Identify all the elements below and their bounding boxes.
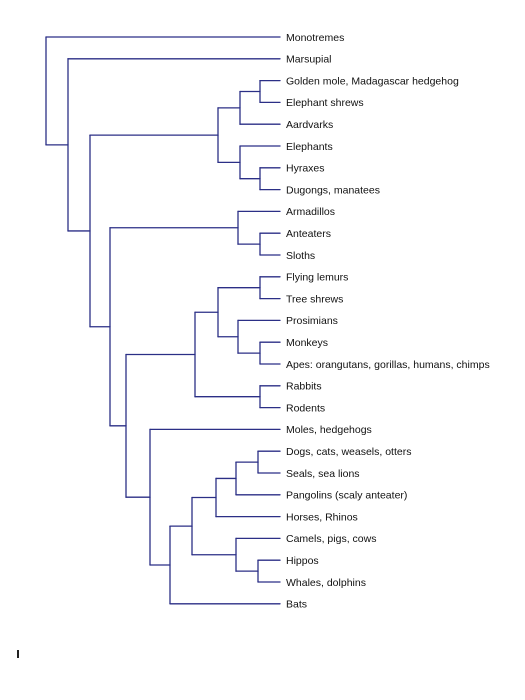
taxon-label-elephants: Elephants [286,141,333,153]
taxon-label-marsupial: Marsupial [286,54,332,66]
taxon-label-prosimians: Prosimians [286,315,338,327]
taxon-label-flying-lemurs: Flying lemurs [286,272,348,284]
taxon-label-pangolins: Pangolins (scaly anteater) [286,490,407,502]
taxon-label-apes: Apes: orangutans, gorillas, humans, chim… [286,359,490,371]
taxon-label-anteaters: Anteaters [286,228,331,240]
taxon-labels: Monotremes Marsupial Golden mole, Madagasc… [286,32,490,611]
taxon-label-elephant-shrews: Elephant shrews [286,97,364,109]
taxon-label-dugongs: Dugongs, manatees [286,184,380,196]
taxon-label-rodents: Rodents [286,402,325,414]
taxon-label-monotremes: Monotremes [286,32,344,44]
taxon-label-moles: Moles, hedgehogs [286,424,372,436]
taxon-label-bats: Bats [286,599,307,611]
taxon-label-horses: Horses, Rhinos [286,511,358,523]
taxon-label-tree-shrews: Tree shrews [286,293,343,305]
taxon-label-camels: Camels, pigs, cows [286,533,376,545]
taxon-label-armadillos: Armadillos [286,206,335,218]
taxon-label-sloths: Sloths [286,250,315,262]
taxon-label-hyraxes: Hyraxes [286,163,325,175]
page-mark [17,650,19,658]
taxon-label-aardvarks: Aardvarks [286,119,333,131]
taxon-label-hippos: Hippos [286,555,319,567]
taxon-label-golden-mole: Golden mole, Madagascar hedgehog [286,75,459,87]
taxon-label-dogs: Dogs, cats, weasels, otters [286,446,411,458]
taxon-label-seals: Seals, sea lions [286,468,360,480]
taxon-label-rabbits: Rabbits [286,381,322,393]
taxon-label-whales: Whales, dolphins [286,577,366,589]
taxon-label-monkeys: Monkeys [286,337,328,349]
tree-branches [45,36,281,605]
